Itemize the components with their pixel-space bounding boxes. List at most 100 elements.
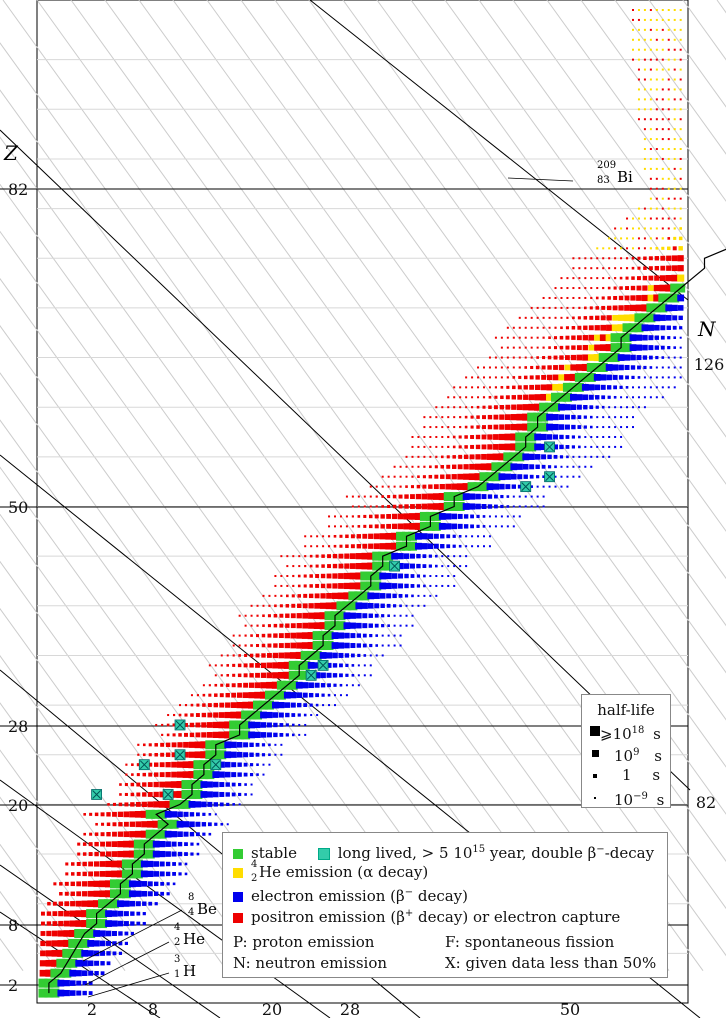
nuclide-cell [99,890,106,898]
nuclide-cell [326,662,332,668]
nuclide-cell [583,405,588,410]
nuclide-cell [193,780,203,790]
nuclide-cell [626,416,629,419]
nuclide-cell [248,721,255,729]
nuclide-cell [620,416,623,419]
nuclide-cell [632,237,634,240]
nuclide-cell [637,237,640,240]
nuclide-cell [238,644,241,647]
nuclide-cell [596,416,599,419]
nuclide-cell [279,604,283,608]
long-lived-cross [211,760,221,770]
nuclide-cell [646,303,656,313]
nuclide-cell [643,247,646,250]
nuclide-cell [595,296,599,300]
nuclide-cell [315,574,320,578]
nuclide-cell [457,464,463,470]
nuclide-cell [304,733,307,736]
nuclide-cell [560,287,563,290]
nuclide-cell [590,455,593,458]
nuclide-cell [106,831,111,837]
nuclide-cell [452,445,456,449]
nuclide-cell [506,515,509,518]
nuclide-cell [673,98,676,101]
nuclide-cell [164,800,172,808]
nuclide-cell [226,802,230,806]
nuclide-cell [578,435,581,439]
nuclide-cell [392,494,397,499]
nuclide-cell [530,336,533,339]
nuclide-cell [559,444,564,450]
nuclide-cell [343,612,351,620]
nuclide-cell [397,513,404,520]
half-life-r1-exp: 18 [631,725,645,736]
nuclide-cell [165,742,171,748]
nuclide-cell [416,553,421,559]
nuclide-cell [133,869,143,879]
nuclide-cell [605,344,613,352]
nuclide-cell [670,293,680,303]
nuclide-cell [88,861,94,867]
nuclide-cell [397,553,404,560]
nuclide-cell [392,593,397,599]
nuclide-cell [152,820,160,828]
nuclide-cell [379,582,387,590]
nuclide-cell [250,624,253,627]
nuclide-cell [345,534,349,539]
nuclide-cell [608,455,611,458]
nuclide-cell [256,614,259,617]
nuclide-cell [278,712,284,718]
nuclide-cell [62,948,72,958]
h-leader-line [87,972,170,998]
long-lived-tail: -decay [604,844,655,862]
nuclide-cell [661,177,664,180]
nuclide-cell [410,485,415,489]
nuclide-cell [632,38,634,41]
nuclide-cell [300,650,310,660]
nuclide-cell [429,584,432,587]
nuclide-cell [380,514,385,519]
half-life-r4-unit: s [656,791,665,809]
nuclide-cell [518,366,521,369]
nuclide-cell [262,604,265,607]
nuclide-cell [338,573,344,579]
nuclide-cell [339,534,343,538]
nuclide-cell [178,862,182,866]
nuclide-cell [393,475,396,478]
nuclide-cell [165,752,171,757]
nuclide-cell [375,505,378,508]
nuclide-cell [637,386,640,389]
nuclide-cell [582,335,588,341]
nuclide-cell [100,841,105,847]
nuclide-cell [369,524,373,529]
nuclide-cell [249,742,254,748]
nuclide-cell [625,276,629,280]
nuclide-cell [506,495,510,498]
nuclide-cell [261,743,266,747]
nuclide-cell [512,326,515,329]
nuclide-cell [69,920,76,927]
nuclide-cell [316,535,319,538]
half-life-marker-small [594,797,596,799]
nuclide-cell [427,503,434,510]
nuclide-cell [620,426,623,429]
nuclide-cell [584,435,587,438]
nuclide-cell [393,614,396,617]
nuclide-cell [399,624,402,627]
nuclide-cell [679,148,682,151]
nuclide-cell [393,465,396,468]
x-tick-label: 82 [696,793,716,812]
nuclide-cell [636,295,642,301]
nuclide-cell [536,356,539,359]
nuclide-cell [617,314,625,321]
nuclide-cell [499,414,505,420]
nuclide-cell [272,712,279,718]
nuclide-cell [112,802,117,806]
nuclide-cell [57,940,65,947]
nuclide-cell [117,850,124,858]
nuclide-cell [331,592,339,599]
nuclide-cell [171,742,177,748]
nuclide-cell [506,336,509,339]
nuclide-cell [109,899,119,909]
nuclide-cell [74,928,84,938]
